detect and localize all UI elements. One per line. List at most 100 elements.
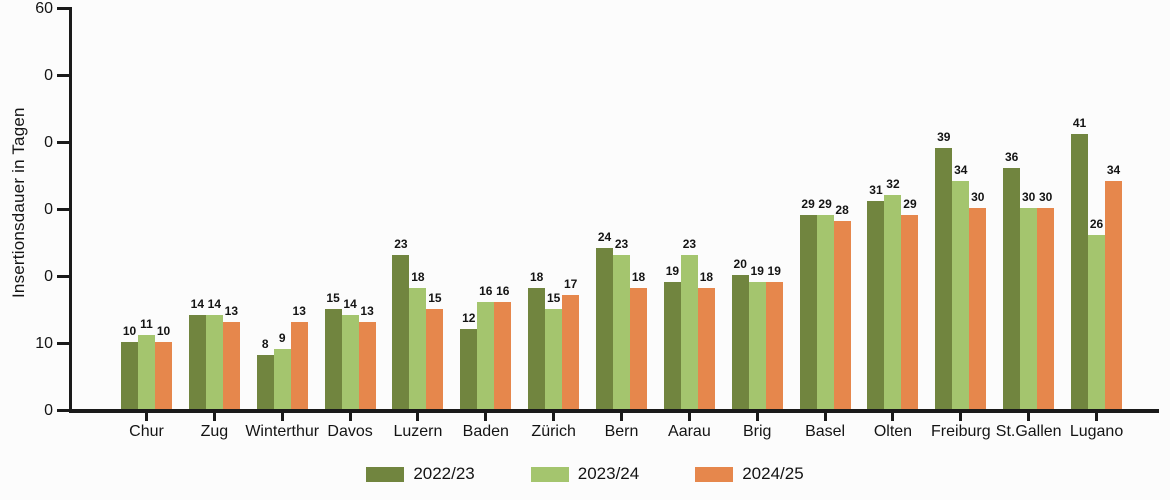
x-category-label: Brig	[743, 423, 772, 440]
bar	[1003, 167, 1021, 409]
bar	[596, 248, 614, 409]
bar	[1071, 134, 1089, 409]
bar	[884, 194, 902, 409]
bar-value-label: 34	[1106, 163, 1121, 178]
bar-value-label: 31	[869, 183, 883, 198]
bar	[460, 328, 478, 409]
bar	[1020, 208, 1038, 409]
x-category-label: St.Gallen	[995, 423, 1062, 440]
legend-item: 2024/25	[695, 464, 804, 484]
bar-value-label: 30	[1038, 190, 1053, 204]
y-tick-label: 0	[44, 66, 53, 84]
bar	[222, 321, 240, 409]
bar	[867, 201, 885, 409]
bar-value-label: 10	[122, 324, 137, 338]
bar-value-label: 18	[529, 270, 544, 285]
x-tick-mark	[484, 412, 488, 421]
bar-value-label: 30	[1021, 190, 1036, 204]
x-tick-mark	[416, 412, 420, 421]
bar	[765, 281, 783, 409]
x-category-label: Olten	[873, 423, 913, 440]
x-tick-mark	[687, 412, 691, 421]
y-tick-mark	[57, 275, 69, 278]
x-category-label: Aarau	[668, 423, 711, 440]
x-category-label: Davos	[327, 423, 373, 440]
bar-value-label: 10	[156, 324, 171, 338]
bar-value-label: 16	[479, 283, 493, 298]
bar	[613, 254, 631, 409]
bar	[477, 301, 495, 409]
bar	[1088, 234, 1106, 409]
bar-value-label: 15	[428, 290, 442, 305]
bar	[494, 301, 512, 409]
bar	[799, 214, 817, 409]
x-category-label: Winterthur	[245, 423, 320, 440]
bar	[545, 308, 563, 409]
bar-value-label: 23	[394, 236, 408, 251]
bar	[816, 214, 834, 409]
y-tick-label: 60	[35, 0, 53, 17]
x-tick-mark	[145, 412, 148, 421]
bar	[952, 181, 970, 409]
legend-swatch	[695, 466, 734, 482]
y-tick-mark	[57, 7, 69, 10]
bar	[562, 295, 580, 409]
y-tick-mark	[57, 141, 69, 144]
y-tick-label: 0	[44, 133, 53, 151]
bar-value-label: 23	[682, 236, 697, 251]
bar-value-label: 36	[1004, 149, 1019, 164]
bar	[748, 281, 766, 409]
x-category-label: Baden	[462, 423, 509, 440]
bar	[188, 315, 206, 409]
bar	[663, 281, 681, 409]
bar-value-label: 34	[954, 163, 968, 178]
bar-value-label: 39	[937, 129, 951, 144]
legend-swatch	[530, 466, 569, 482]
bar	[341, 315, 359, 409]
bar-value-label: 29	[818, 196, 832, 211]
x-category-label: Freiburg	[931, 423, 991, 440]
x-category-label: Zürich	[531, 423, 576, 440]
x-tick-mark	[1027, 412, 1031, 421]
bar-value-label: 26	[1089, 216, 1104, 231]
bar-value-label: 24	[597, 230, 612, 245]
x-tick-mark	[280, 412, 284, 421]
x-tick-mark	[620, 412, 624, 421]
bar	[392, 254, 410, 409]
bar	[969, 208, 987, 409]
y-tick-mark	[57, 342, 69, 345]
bar	[324, 308, 342, 409]
bar	[426, 308, 444, 409]
legend-swatch	[366, 466, 405, 482]
x-category-label: Bern	[604, 423, 639, 440]
bar-value-label: 12	[462, 310, 476, 325]
bar-value-label: 14	[207, 297, 222, 312]
bar-value-label: 13	[224, 303, 239, 318]
bar-value-label: 41	[1072, 116, 1087, 131]
bar-value-label: 19	[750, 263, 764, 278]
bar	[833, 221, 851, 409]
bar-value-label: 14	[190, 297, 205, 312]
x-category-label: Basel	[805, 423, 846, 440]
y-tick-label: 0	[44, 401, 53, 419]
bar-value-label: 17	[563, 277, 578, 292]
bar	[273, 348, 291, 409]
y-tick-label: 0	[44, 267, 53, 285]
x-tick-mark	[823, 412, 827, 421]
y-axis-line	[69, 7, 72, 412]
x-tick-mark	[348, 412, 352, 421]
bar	[155, 342, 172, 409]
bar-value-label: 13	[292, 303, 306, 318]
bar	[528, 288, 546, 409]
legend-item: 2023/24	[530, 464, 639, 484]
x-category-label: Luzern	[393, 423, 443, 440]
bar	[205, 315, 223, 409]
bar-value-label: 16	[496, 283, 510, 298]
bar-value-label: 11	[140, 317, 153, 332]
bar-value-label: 28	[835, 203, 849, 218]
bar-value-label: 18	[631, 270, 646, 285]
bar-value-label: 15	[326, 290, 340, 305]
x-tick-mark	[959, 412, 963, 421]
bar	[138, 335, 155, 409]
